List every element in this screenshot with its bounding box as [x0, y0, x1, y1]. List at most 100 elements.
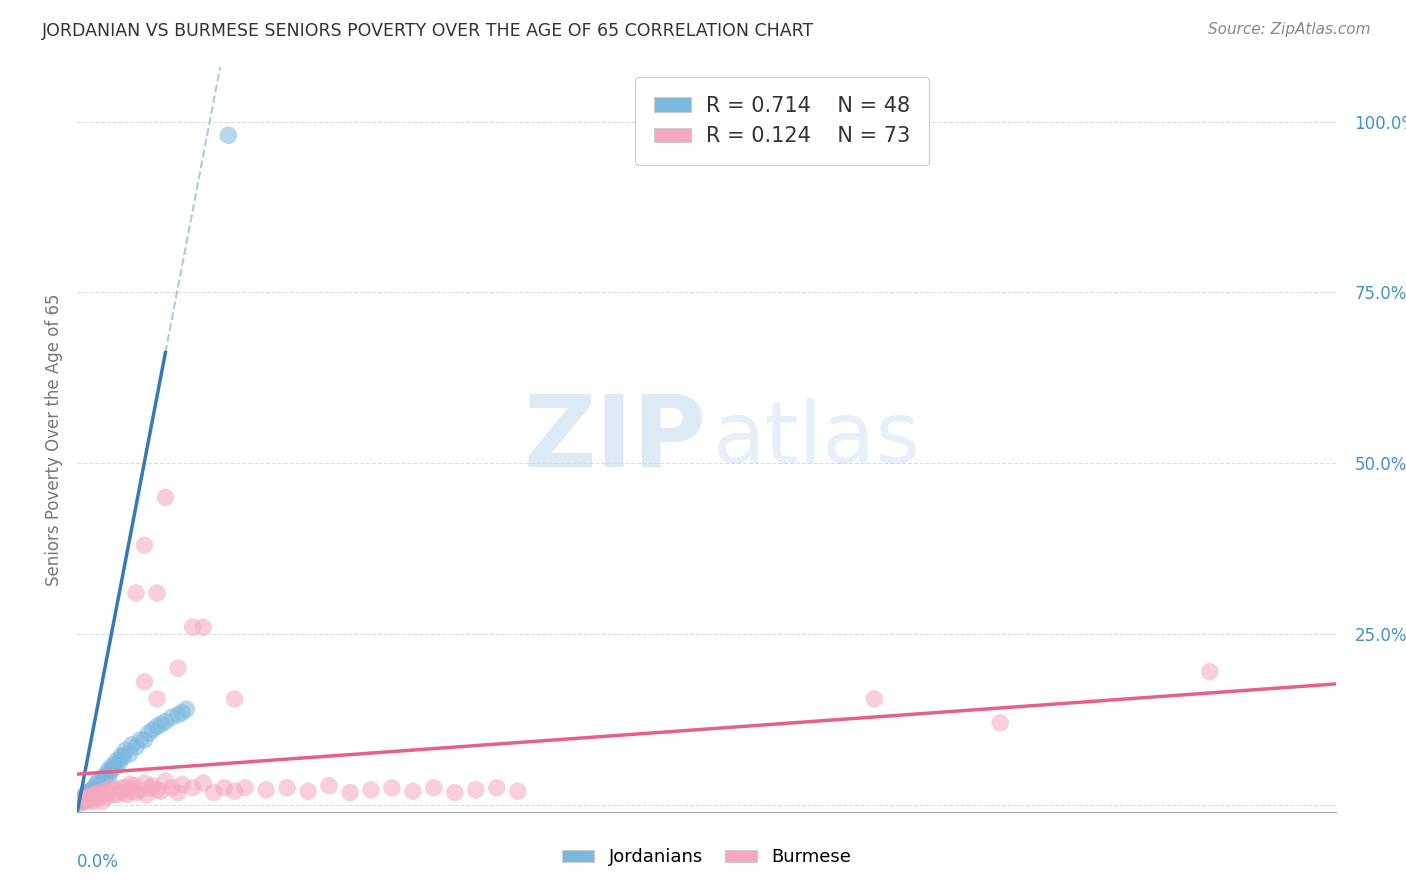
Point: [135, 788, 157, 802]
Point: [125, 739, 148, 754]
Point: [93, 772, 115, 786]
Point: [79, 795, 101, 809]
Point: [224, 784, 246, 798]
Text: Source: ZipAtlas.com: Source: ZipAtlas.com: [1208, 22, 1371, 37]
Point: [72, 789, 94, 804]
Point: [129, 782, 152, 797]
Point: [79, 789, 101, 804]
Point: [89, 789, 111, 804]
Point: [100, 780, 122, 795]
Point: [181, 780, 204, 795]
Point: [96, 789, 118, 804]
Point: [233, 780, 256, 795]
Text: ZIP: ZIP: [523, 391, 707, 488]
Point: [297, 784, 319, 798]
Point: [134, 674, 156, 689]
Point: [105, 788, 128, 802]
Point: [146, 719, 169, 733]
Point: [84, 777, 107, 791]
Point: [146, 692, 169, 706]
Point: [155, 714, 177, 729]
Point: [254, 782, 277, 797]
Point: [134, 733, 156, 747]
Point: [1199, 665, 1222, 679]
Text: atlas: atlas: [713, 398, 921, 481]
Point: [87, 786, 110, 800]
Point: [97, 763, 120, 777]
Point: [121, 738, 143, 752]
Point: [108, 784, 131, 798]
Point: [104, 760, 127, 774]
Point: [485, 780, 508, 795]
Point: [76, 792, 98, 806]
Point: [75, 788, 97, 802]
Point: [83, 786, 105, 800]
Point: [464, 782, 486, 797]
Point: [104, 782, 127, 797]
Point: [97, 786, 120, 800]
Point: [118, 777, 141, 791]
Point: [167, 661, 190, 675]
Point: [101, 788, 124, 802]
Point: [118, 747, 141, 761]
Point: [84, 784, 107, 798]
Text: JORDANIAN VS BURMESE SENIORS POVERTY OVER THE AGE OF 65 CORRELATION CHART: JORDANIAN VS BURMESE SENIORS POVERTY OVE…: [42, 22, 814, 40]
Point: [117, 788, 139, 802]
Point: [110, 780, 132, 795]
Point: [75, 792, 97, 806]
Point: [212, 780, 235, 795]
Point: [142, 723, 165, 737]
Point: [101, 758, 124, 772]
Point: [110, 748, 132, 763]
Point: [276, 780, 298, 795]
Point: [93, 784, 115, 798]
Point: [988, 715, 1011, 730]
Point: [100, 764, 122, 778]
Point: [76, 786, 98, 800]
Point: [125, 786, 148, 800]
Point: [191, 776, 215, 790]
Point: [402, 784, 425, 798]
Point: [217, 128, 239, 143]
Point: [91, 795, 114, 809]
Point: [134, 538, 156, 552]
Point: [202, 786, 225, 800]
Point: [91, 776, 114, 790]
Point: [160, 710, 183, 724]
Point: [121, 784, 143, 798]
Point: [75, 791, 97, 805]
Point: [160, 780, 183, 795]
Point: [146, 586, 169, 600]
Point: [318, 779, 340, 793]
Point: [80, 782, 103, 797]
Point: [139, 780, 162, 795]
Point: [84, 791, 107, 805]
Point: [172, 706, 194, 720]
Point: [167, 707, 190, 722]
Point: [224, 692, 246, 706]
Point: [80, 792, 103, 806]
Point: [122, 779, 145, 793]
Point: [97, 769, 120, 783]
Point: [96, 767, 118, 781]
Point: [381, 780, 404, 795]
Point: [360, 782, 382, 797]
Point: [181, 620, 204, 634]
Point: [150, 784, 173, 798]
Point: [138, 726, 160, 740]
Legend: Jordanians, Burmese: Jordanians, Burmese: [554, 841, 859, 873]
Point: [83, 780, 105, 795]
Point: [83, 795, 105, 809]
Point: [191, 620, 215, 634]
Point: [444, 786, 467, 800]
Point: [155, 491, 177, 505]
Point: [70, 795, 93, 809]
Point: [506, 784, 529, 798]
Point: [83, 788, 105, 802]
Point: [134, 776, 156, 790]
Point: [146, 782, 169, 797]
Point: [76, 791, 98, 805]
Point: [863, 692, 886, 706]
Point: [339, 786, 361, 800]
Point: [89, 779, 111, 793]
